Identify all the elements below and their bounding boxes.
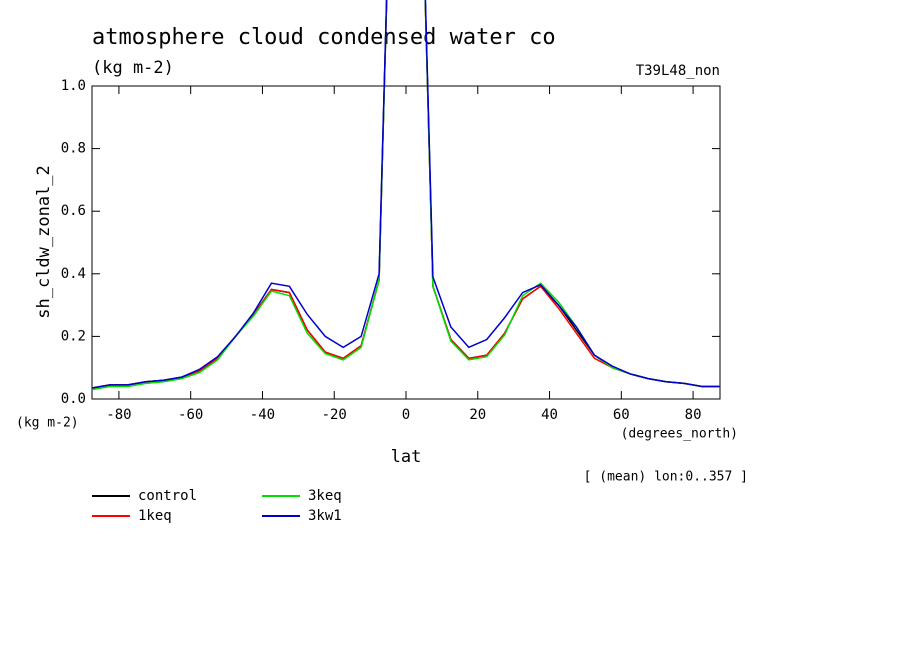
x-tick-label: 80 bbox=[685, 407, 702, 423]
y-tick-label: 0.8 bbox=[61, 141, 86, 157]
x-unit: (degrees_north) bbox=[621, 427, 738, 442]
legend-label: 1keq bbox=[138, 508, 172, 524]
series-line bbox=[92, 0, 720, 391]
annotation: T39L48_non bbox=[636, 63, 720, 79]
subtitle: (kg m-2) bbox=[92, 58, 174, 78]
y-tick-label: 0.4 bbox=[61, 266, 86, 282]
x-tick-label: -40 bbox=[250, 407, 275, 423]
y-tick-label: 0.6 bbox=[61, 203, 86, 219]
plot-frame bbox=[91, 85, 721, 400]
y-tick-label: 0.0 bbox=[61, 391, 86, 407]
x-tick-label: 20 bbox=[469, 407, 486, 423]
legend-label: 3keq bbox=[308, 488, 342, 504]
y-tick-label: 1.0 bbox=[61, 78, 86, 94]
lines bbox=[92, 0, 720, 391]
chart-title: atmosphere cloud condensed water co bbox=[92, 25, 556, 50]
x-tick-label: -60 bbox=[178, 407, 203, 423]
x-tick-label: -20 bbox=[322, 407, 347, 423]
x-tick-label: 40 bbox=[541, 407, 558, 423]
series-line bbox=[92, 0, 720, 389]
series-line bbox=[92, 0, 720, 389]
legend-label: 3kw1 bbox=[308, 508, 342, 524]
x-tick-label: 0 bbox=[402, 407, 410, 423]
legend-label: control bbox=[138, 488, 197, 504]
y-axis-label: sh_cldw_zonal_2 bbox=[34, 165, 54, 319]
y-unit: (kg m-2) bbox=[16, 416, 79, 431]
y-tick-label: 0.2 bbox=[61, 328, 86, 344]
x-tick-label: 60 bbox=[613, 407, 630, 423]
series-line bbox=[92, 0, 720, 389]
note: [ (mean) lon:0..357 ] bbox=[584, 470, 748, 485]
x-tick-label: -80 bbox=[106, 407, 131, 423]
x-axis-label: lat bbox=[391, 447, 422, 467]
